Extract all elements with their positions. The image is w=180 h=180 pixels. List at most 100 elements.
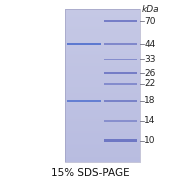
Bar <box>65 98 140 100</box>
Bar <box>65 71 140 73</box>
Bar <box>65 108 140 110</box>
Bar <box>104 120 137 122</box>
Bar <box>65 120 140 121</box>
Bar <box>65 93 140 95</box>
Text: 33: 33 <box>144 55 156 64</box>
Bar <box>104 83 137 85</box>
Bar <box>65 59 140 60</box>
Text: 18: 18 <box>144 96 156 105</box>
Bar <box>104 72 137 74</box>
Bar <box>65 147 140 148</box>
Bar <box>65 78 140 79</box>
Bar <box>65 105 140 106</box>
Bar <box>65 97 140 98</box>
Bar <box>65 14 140 15</box>
Bar <box>65 66 140 68</box>
Bar <box>65 12 140 13</box>
Bar <box>65 37 140 38</box>
Bar <box>65 92 140 93</box>
Bar <box>65 73 140 74</box>
Bar <box>65 94 140 96</box>
Text: 26: 26 <box>144 69 156 78</box>
Bar <box>65 46 140 47</box>
Bar <box>65 107 140 108</box>
Bar <box>67 100 101 102</box>
Bar <box>65 23 140 24</box>
Bar <box>65 42 140 43</box>
Bar <box>65 50 140 51</box>
Bar <box>65 135 140 136</box>
Bar <box>65 15 140 17</box>
Bar <box>65 17 140 18</box>
Bar <box>65 129 140 130</box>
Bar <box>65 79 140 80</box>
Bar <box>65 102 140 103</box>
Bar <box>65 110 140 111</box>
Bar <box>65 57 140 59</box>
Bar <box>65 84 140 86</box>
Bar <box>65 69 140 70</box>
Text: 14: 14 <box>144 116 156 125</box>
Bar <box>65 134 140 135</box>
Bar <box>65 80 140 82</box>
Bar <box>65 76 140 78</box>
Bar <box>65 32 140 33</box>
Bar <box>65 119 140 120</box>
Bar <box>65 139 140 140</box>
Bar <box>65 75 140 76</box>
Bar <box>65 27 140 28</box>
Bar <box>65 148 140 149</box>
Bar <box>65 116 140 117</box>
Bar <box>65 19 140 21</box>
Bar <box>65 138 140 139</box>
Bar <box>65 136 140 138</box>
Bar <box>65 70 140 71</box>
Bar <box>65 156 140 157</box>
Bar <box>65 24 140 26</box>
Bar <box>65 157 140 158</box>
Bar <box>65 22 140 23</box>
Text: 70: 70 <box>144 17 156 26</box>
Bar <box>65 21 140 22</box>
Bar <box>65 45 140 46</box>
Text: 22: 22 <box>144 80 156 88</box>
Bar <box>65 142 140 143</box>
Bar <box>65 158 140 159</box>
Bar <box>65 64 140 65</box>
Bar <box>65 150 140 152</box>
Bar <box>65 9 140 162</box>
Bar <box>65 63 140 64</box>
Bar <box>65 35 140 36</box>
Bar <box>65 51 140 52</box>
Bar <box>65 125 140 126</box>
Bar <box>65 112 140 114</box>
Bar <box>65 60 140 61</box>
Bar <box>65 100 140 101</box>
Bar <box>65 47 140 49</box>
Bar <box>65 55 140 56</box>
Text: 10: 10 <box>144 136 156 145</box>
Bar <box>65 87 140 88</box>
Bar <box>65 40 140 41</box>
Bar <box>65 106 140 107</box>
Bar <box>65 88 140 89</box>
Bar <box>65 10 140 12</box>
Bar <box>65 86 140 87</box>
Bar <box>65 117 140 119</box>
Bar <box>65 111 140 112</box>
Bar <box>65 36 140 37</box>
Bar <box>65 101 140 102</box>
Bar <box>65 82 140 83</box>
Bar <box>65 133 140 134</box>
Bar <box>65 54 140 55</box>
Bar <box>65 74 140 75</box>
Bar <box>104 100 137 102</box>
Bar <box>65 89 140 91</box>
Bar <box>65 91 140 92</box>
Bar <box>65 38 140 40</box>
Bar <box>65 9 140 10</box>
Bar <box>104 20 137 22</box>
Bar <box>65 128 140 129</box>
Bar <box>65 161 140 162</box>
Bar <box>104 59 137 60</box>
